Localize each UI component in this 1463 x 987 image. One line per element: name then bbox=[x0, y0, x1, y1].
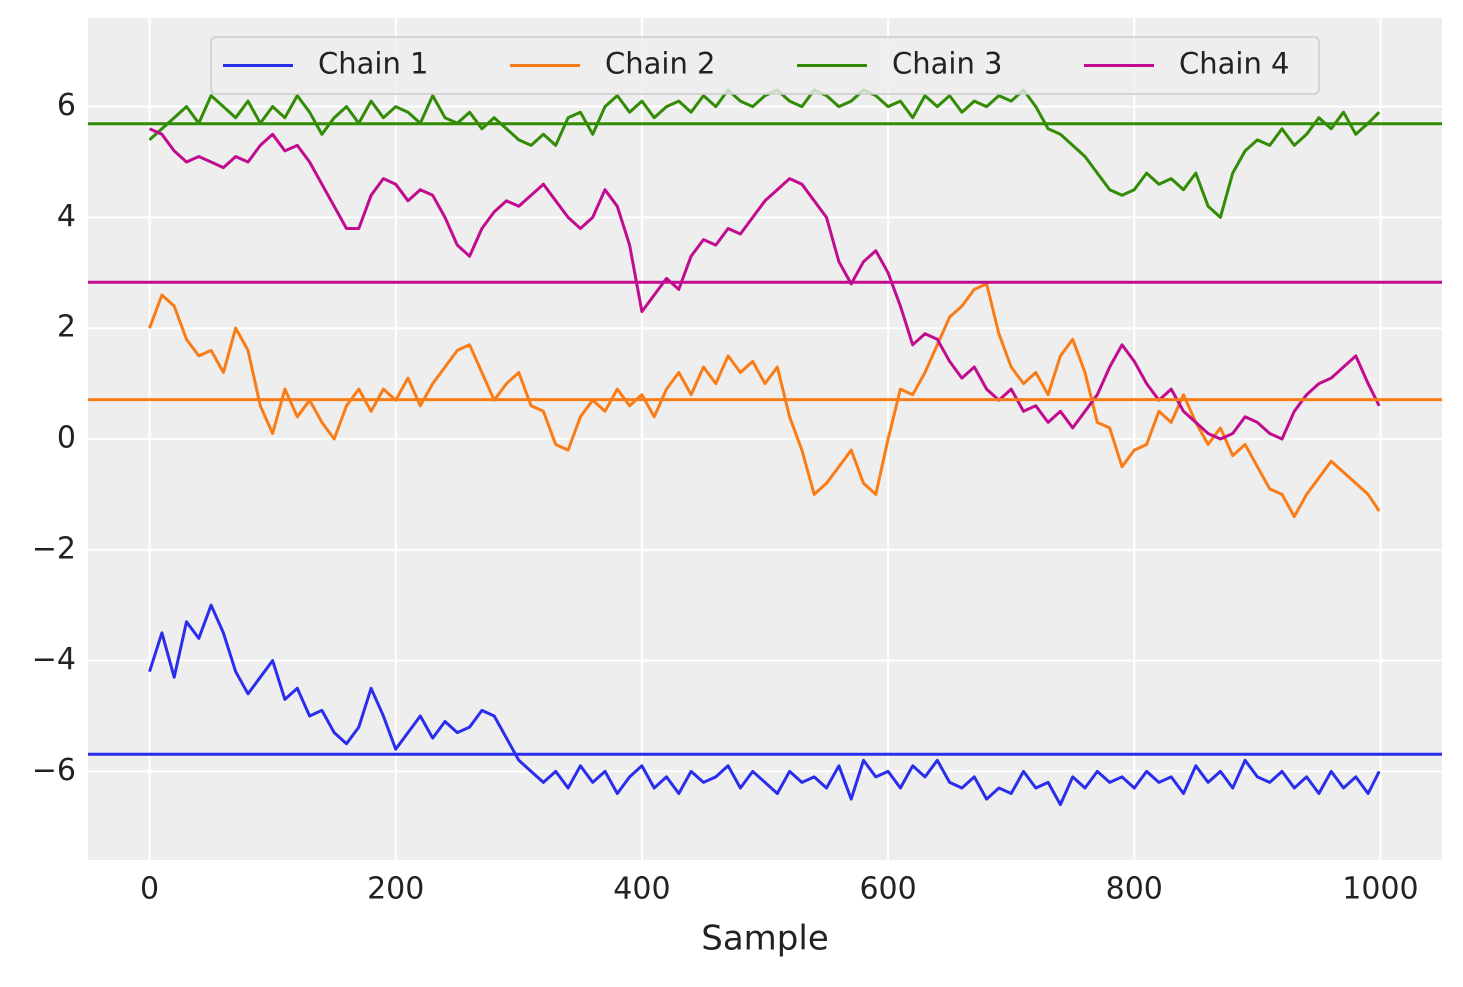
y-tick-label: 0 bbox=[57, 421, 76, 456]
x-axis-label: Sample bbox=[701, 919, 828, 959]
y-tick-label: −6 bbox=[32, 753, 76, 788]
x-tick-label: 600 bbox=[859, 872, 916, 907]
legend-box bbox=[210, 36, 1320, 95]
legend-label: Chain 1 bbox=[318, 47, 429, 81]
x-tick-label: 200 bbox=[367, 872, 424, 907]
y-tick-label: 6 bbox=[57, 88, 76, 123]
y-tick-label: 2 bbox=[57, 310, 76, 345]
x-tick-label: 400 bbox=[613, 872, 670, 907]
legend-label: Chain 3 bbox=[892, 47, 1003, 81]
trace-line bbox=[148, 282, 1381, 519]
legend-label: Chain 2 bbox=[605, 47, 716, 81]
trace-line bbox=[148, 88, 1381, 219]
y-tick-label: 4 bbox=[57, 199, 76, 234]
trace-line bbox=[148, 603, 1381, 807]
y-tick-label: −2 bbox=[32, 531, 76, 566]
trace-line bbox=[148, 127, 1381, 441]
x-tick-label: 0 bbox=[140, 872, 159, 907]
y-tick-label: −4 bbox=[32, 642, 76, 677]
legend-label: Chain 4 bbox=[1179, 47, 1290, 81]
x-tick-label: 800 bbox=[1106, 872, 1163, 907]
x-tick-label: 1000 bbox=[1342, 872, 1418, 907]
